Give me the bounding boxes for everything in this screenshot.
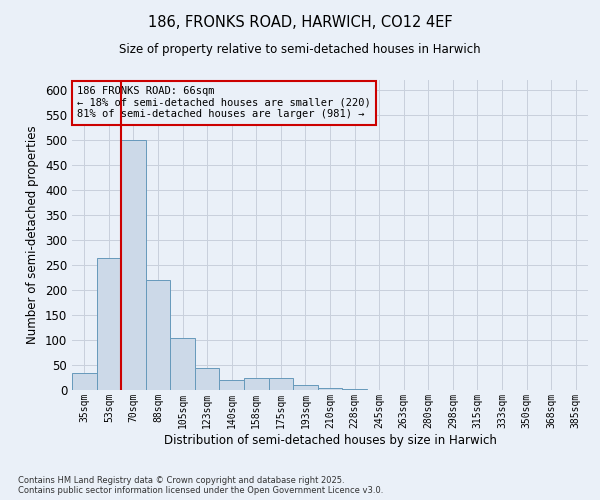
Bar — [146, 280, 170, 390]
Text: Size of property relative to semi-detached houses in Harwich: Size of property relative to semi-detach… — [119, 42, 481, 56]
Text: 186, FRONKS ROAD, HARWICH, CO12 4EF: 186, FRONKS ROAD, HARWICH, CO12 4EF — [148, 15, 452, 30]
Bar — [342, 389, 367, 390]
Bar — [244, 378, 269, 390]
Bar — [170, 338, 195, 390]
Bar — [269, 378, 293, 390]
Bar — [293, 385, 318, 390]
X-axis label: Distribution of semi-detached houses by size in Harwich: Distribution of semi-detached houses by … — [164, 434, 496, 446]
Bar — [97, 258, 121, 390]
Text: 186 FRONKS ROAD: 66sqm
← 18% of semi-detached houses are smaller (220)
81% of se: 186 FRONKS ROAD: 66sqm ← 18% of semi-det… — [77, 86, 371, 120]
Bar — [72, 372, 97, 390]
Bar — [195, 368, 220, 390]
Y-axis label: Number of semi-detached properties: Number of semi-detached properties — [26, 126, 40, 344]
Bar — [318, 388, 342, 390]
Text: Contains HM Land Registry data © Crown copyright and database right 2025.
Contai: Contains HM Land Registry data © Crown c… — [18, 476, 383, 495]
Bar — [121, 140, 146, 390]
Bar — [220, 380, 244, 390]
